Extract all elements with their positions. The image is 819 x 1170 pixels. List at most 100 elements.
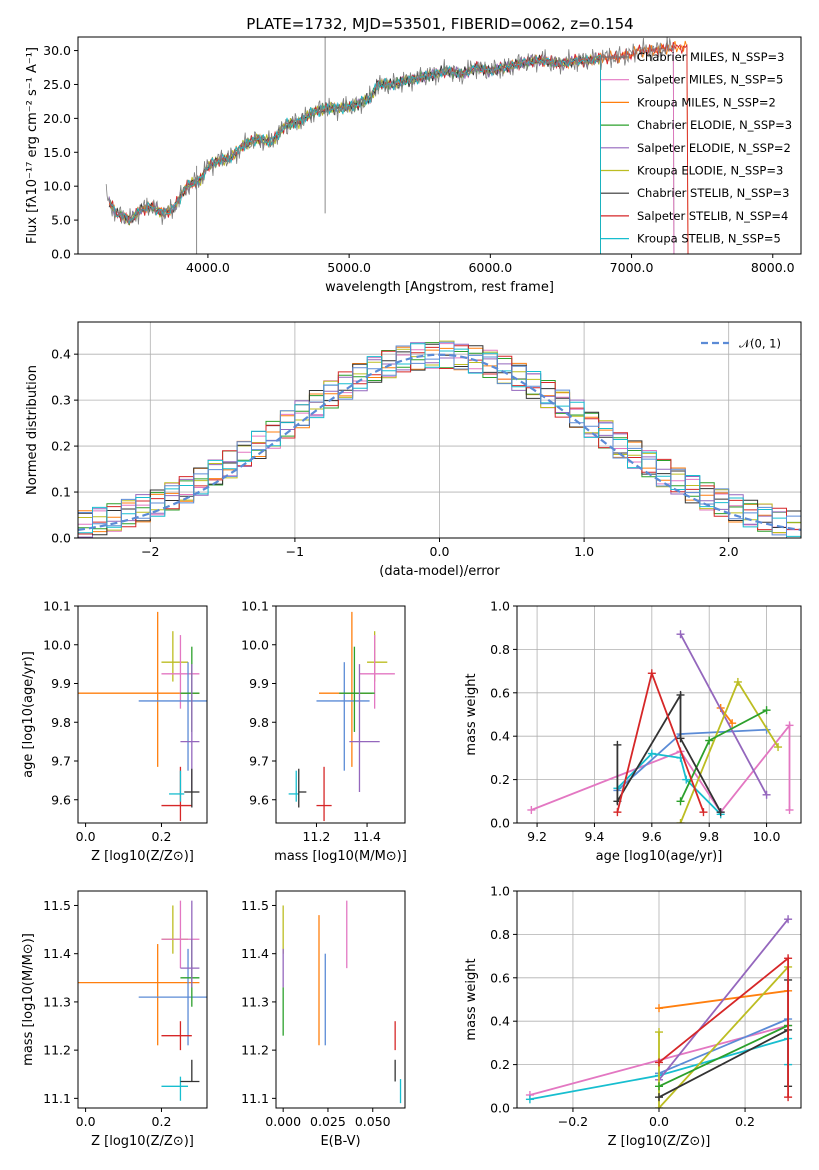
y-tick-label: 9.6 — [249, 792, 269, 807]
y-tick-label: 9.7 — [249, 754, 269, 769]
y-tick-label: 0.0 — [51, 531, 71, 546]
weight-line — [658, 966, 789, 1108]
x-tick-label: 9.2 — [527, 829, 547, 844]
panel-age_vs_Z: 0.0 0.2 9.6 9.7 9.8 9.9 10.0 10.1 Z [log10(Z/Z⊙)… — [21, 599, 208, 864]
plot-area — [78, 340, 801, 538]
weight-line — [679, 633, 768, 796]
panel-mass_vs_EBV: 0.000 0.025 0.050 11.1 11.2 11.3 11.4 11.5 E(B-V… — [241, 890, 406, 1149]
x-tick-label: 9.6 — [642, 829, 662, 844]
plot-area — [282, 900, 402, 1104]
x-tick-label: 11.4 — [353, 829, 381, 844]
x-axis-label: Z [log10(Z/Z⊙)] — [91, 1134, 194, 1149]
x-tick-label: 0.0 — [76, 1114, 96, 1129]
x-tick-label: 9.8 — [699, 829, 719, 844]
x-tick-label: 0.0 — [649, 1114, 669, 1129]
x-axis-label: mass [log10(M/M⊙)] — [274, 849, 407, 864]
y-tick-label: 11.4 — [43, 946, 71, 961]
plot-area — [78, 611, 207, 822]
x-tick-label: −0.2 — [558, 1114, 588, 1129]
histogram-step — [78, 341, 801, 538]
y-tick-label: 0.6 — [490, 970, 510, 985]
plot-area — [525, 915, 793, 1108]
axes-frame — [275, 890, 406, 1109]
x-tick-label: 1.0 — [574, 544, 594, 559]
plot-area — [105, 37, 689, 254]
x-tick-label: 2.0 — [719, 544, 739, 559]
observed-spectrum-line — [105, 37, 675, 226]
y-tick-label: 1.0 — [490, 884, 510, 899]
axes-frame — [77, 36, 802, 255]
x-tick-label: 0.025 — [310, 1114, 346, 1129]
x-tick-label: 6000.0 — [468, 260, 512, 275]
weight-line — [658, 918, 789, 1081]
x-tick-label: −1 — [286, 544, 304, 559]
x-axis-label: wavelength [Angstrom, rest frame] — [325, 280, 554, 295]
y-tick-label: 11.1 — [241, 1091, 269, 1106]
y-tick-label: 0.4 — [51, 347, 71, 362]
legend-label: Salpeter ELODIE, N_SSP=2 — [637, 141, 791, 155]
panels: 4000.0 5000.0 6000.0 7000.0 8000.0 0.0 5.0 10.0… — [21, 36, 802, 1149]
y-tick-label: 10.0 — [43, 637, 71, 652]
y-tick-label: 11.5 — [241, 898, 269, 913]
y-tick-label: 0.2 — [51, 439, 71, 454]
y-tick-label: 11.2 — [43, 1043, 71, 1058]
x-tick-label: 0.000 — [265, 1114, 301, 1129]
y-tick-label: 11.1 — [43, 1091, 71, 1106]
y-tick-label: 10.0 — [43, 179, 71, 194]
x-tick-label: 10.0 — [753, 829, 781, 844]
x-tick-label: 11.2 — [303, 829, 331, 844]
y-tick-label: 10.0 — [241, 637, 269, 652]
y-tick-label: 11.3 — [43, 994, 71, 1009]
y-axis-label: mass [log10(M/M⊙)] — [21, 933, 36, 1066]
y-tick-label: 0.2 — [490, 1057, 510, 1072]
panel-age_vs_mass: 11.2 11.4 9.6 9.7 9.8 9.9 10.0 10.1 mass [log10(… — [241, 599, 407, 865]
y-axis-label: Flux [fλ10⁻¹⁷ erg cm⁻² s⁻¹ A⁻¹] — [25, 47, 40, 244]
legend-label: Salpeter STELIB, N_SSP=4 — [637, 209, 788, 223]
axes-frame — [77, 605, 208, 824]
x-tick-label: 4000.0 — [186, 260, 230, 275]
y-tick-label: 30.0 — [43, 43, 71, 58]
y-tick-label: 11.2 — [241, 1043, 269, 1058]
legend-label: Kroupa STELIB, N_SSP=5 — [637, 232, 781, 246]
y-tick-label: 11.5 — [43, 898, 71, 913]
legend-label: Kroupa MILES, N_SSP=2 — [637, 95, 776, 109]
plot-area — [288, 611, 395, 822]
x-axis-label: E(B-V) — [320, 1134, 360, 1149]
weight-line — [658, 1024, 789, 1088]
axes-frame — [77, 890, 208, 1109]
plot-area — [78, 900, 207, 1101]
x-tick-label: 0.2 — [152, 1114, 172, 1129]
normal-curve — [78, 353, 801, 531]
x-tick-label: 0.0 — [430, 544, 450, 559]
x-tick-label: 0.050 — [355, 1114, 391, 1129]
x-tick-label: −2 — [141, 544, 159, 559]
legend-label: Salpeter MILES, N_SSP=5 — [637, 73, 783, 87]
y-tick-label: 0.8 — [490, 642, 510, 657]
x-axis-label: (data-model)/error — [379, 564, 500, 579]
panel-spectrum: 4000.0 5000.0 6000.0 7000.0 8000.0 0.0 5.0 10.0… — [25, 36, 802, 295]
legend-label: Chabrier MILES, N_SSP=3 — [637, 50, 784, 64]
panel-weight_vs_age: 9.2 9.4 9.6 9.8 10.0 0.0 0.2 0.4 0.6 0.8 1.0 age [l… — [464, 599, 802, 864]
axes-frame — [516, 605, 802, 824]
y-tick-label: 0.4 — [490, 729, 510, 744]
y-tick-label: 0.8 — [490, 927, 510, 942]
y-tick-label: 25.0 — [43, 77, 71, 92]
y-tick-label: 11.3 — [241, 994, 269, 1009]
plot-area — [527, 630, 794, 823]
y-tick-label: 1.0 — [490, 599, 510, 614]
y-tick-label: 5.0 — [51, 213, 71, 228]
y-tick-label: 0.3 — [51, 393, 71, 408]
x-axis-label: Z [log10(Z/Z⊙)] — [608, 1134, 711, 1149]
y-tick-label: 20.0 — [43, 111, 71, 126]
x-tick-label: 9.4 — [585, 829, 605, 844]
panel-mass_vs_Z: 0.0 0.2 11.1 11.2 11.3 11.4 11.5 Z [log10(Z/Z⊙)… — [21, 890, 208, 1149]
legend-label: Kroupa ELODIE, N_SSP=3 — [637, 164, 783, 178]
x-tick-label: 8000.0 — [751, 260, 795, 275]
panel-weight_vs_Z: −0.2 0.0 0.2 0.0 0.2 0.4 0.6 0.8 1.0 Z [log10(Z/Z… — [464, 884, 802, 1149]
y-axis-label: mass weight — [464, 958, 479, 1040]
legend-label: 𝒩(0, 1) — [739, 337, 781, 351]
y-axis-label: Normed distribution — [25, 365, 40, 495]
y-axis-label: mass weight — [464, 673, 479, 755]
legend-label: Chabrier STELIB, N_SSP=3 — [637, 186, 789, 200]
